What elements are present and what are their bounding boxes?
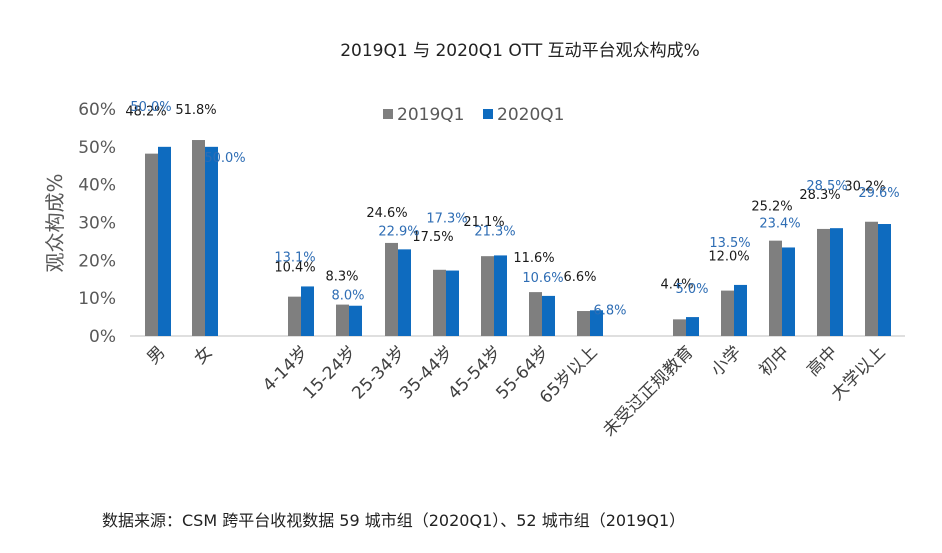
bar-2019q1-4 [385,242,398,336]
legend-swatch-2020q1 [483,109,493,119]
y-tick-label: 10% [78,289,116,309]
data-label-2020q1-7: 10.6% [522,271,563,286]
data-label-2019q1-5: 17.5% [412,230,453,245]
data-label-2019q1-11: 25.2% [751,200,792,215]
bar-2019q1-12 [817,228,830,336]
data-label-2019q1-4: 24.6% [366,206,407,221]
data-label-2020q1-10: 13.5% [709,236,750,251]
data-label-2020q1-12: 28.5% [806,179,847,194]
y-tick-label: 0% [89,327,116,347]
bars-group [145,140,891,336]
data-label-2020q1-5: 17.3% [426,212,467,227]
bar-2020q1-13 [878,224,891,336]
bar-2020q1-7 [542,295,555,336]
bar-2019q1-6 [481,256,494,336]
bar-2020q1-6 [494,255,507,336]
data-label-2019q1-12: 28.3% [799,188,840,203]
category-label-3: 15-24岁 [299,342,360,403]
data-label-2020q1-11: 23.4% [759,216,800,231]
bar-2019q1-9 [673,319,686,336]
category-label-0: 男 [143,342,169,368]
category-label-1: 女 [190,342,216,368]
y-tick-label: 30% [78,214,116,234]
data-label-2020q1-0: 50.0% [130,100,171,115]
bar-2020q1-5 [446,270,459,336]
legend-swatch-2019q1 [383,109,393,119]
data-label-2019q1-6: 21.1% [463,215,504,230]
y-tick-label: 60% [78,100,116,120]
bar-2019q1-8 [577,311,590,336]
bar-2019q1-2 [288,296,301,336]
data-label-2019q1-13: 30.2% [844,180,885,195]
data-label-2020q1-1: 50.0% [204,151,245,166]
category-label-11: 初中 [755,342,793,380]
bar-2020q1-9 [686,317,699,336]
category-label-12: 高中 [803,342,841,380]
y-axis-ticks: 0% 10% 20% 30% 40% 50% 60% [78,100,116,347]
bar-2020q1-0 [158,146,171,336]
legend-label-2019q1: 2019Q1 [397,105,464,125]
bar-2020q1-10 [734,284,747,336]
bar-2019q1-13 [865,221,878,336]
data-label-2019q1-9: 4.4% [660,277,693,292]
category-label-9: 未受过正规教育 [599,342,697,440]
category-label-10: 小学 [707,342,745,380]
data-label-2020q1-4: 22.9% [378,224,419,239]
bar-2019q1-5 [433,269,446,336]
bar-2020q1-1 [205,146,218,336]
bar-2019q1-11 [769,240,782,336]
data-label-2020q1-2: 13.1% [274,250,315,265]
y-axis-label: 观众构成% [43,173,67,272]
chart-title: 2019Q1 与 2020Q1 OTT 互动平台观众构成% [340,41,700,61]
bar-2020q1-12 [830,228,843,336]
bar-2020q1-2 [301,286,314,336]
bar-2020q1-11 [782,247,795,336]
y-tick-label: 20% [78,251,116,271]
y-tick-label: 40% [78,176,116,196]
data-label-2020q1-3: 8.0% [331,289,364,304]
bar-2019q1-10 [721,290,734,336]
bar-2020q1-3 [349,305,362,336]
y-tick-label: 50% [78,138,116,158]
data-label-2020q1-13: 29.6% [858,186,899,201]
bar-2020q1-4 [398,249,411,336]
data-label-2019q1-2: 10.4% [274,261,315,276]
data-label-2019q1-8: 6.6% [563,270,596,285]
data-label-2020q1-6: 21.3% [474,224,515,239]
legend-label-2020q1: 2020Q1 [497,105,564,125]
bar-2019q1-3 [336,304,349,336]
data-label-2019q1-7: 11.6% [513,251,554,266]
data-label-2019q1-1: 51.8% [175,103,216,118]
data-label-2019q1-10: 12.0% [708,250,749,265]
legend: 2019Q1 2020Q1 [383,105,564,125]
data-labels-group: 48.2% 51.8% 10.4% 8.3% 24.6% 17.5% 21.1% 11.6% 6… [125,100,899,318]
category-labels-group: 男女 4-14岁15-24岁25-34岁35-44岁45-54岁55-64岁65岁… [143,342,889,440]
data-label-2019q1-3: 8.3% [325,270,358,285]
data-label-2020q1-9: 5.0% [675,282,708,297]
data-label-2019q1-0: 48.2% [125,105,166,120]
data-label-2020q1-8: 6.8% [593,303,626,318]
bar-2019q1-1 [192,140,205,336]
bar-2019q1-0 [145,153,158,336]
bar-2019q1-7 [529,292,542,336]
bar-2020q1-8 [590,310,603,336]
source-note: 数据来源：CSM 跨平台收视数据 59 城市组（2020Q1）、52 城市组（2… [102,511,685,530]
